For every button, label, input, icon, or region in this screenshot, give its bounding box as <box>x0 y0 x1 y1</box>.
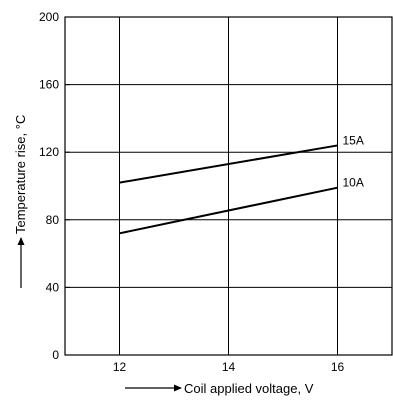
plot-frame <box>64 16 393 356</box>
x-tick-label-14: 14 <box>222 360 236 374</box>
y-axis-label: Temperature rise, °C <box>13 115 28 234</box>
y-tick-label-80: 80 <box>46 213 60 227</box>
y-tick-label-160: 160 <box>39 78 59 92</box>
series-layer: 15A 10A <box>119 133 364 235</box>
y-tick-label-0: 0 <box>52 348 59 362</box>
x-axis-label: Coil applied voltage, V <box>184 381 314 396</box>
grid-lines <box>65 16 392 356</box>
y-tick-label-40: 40 <box>46 280 60 294</box>
tick-labels: 0 40 80 120 160 200 12 14 16 <box>39 10 345 374</box>
y-tick-label-120: 120 <box>39 145 59 159</box>
y-tick-label-200: 200 <box>39 10 59 24</box>
series-line-10A <box>119 186 338 235</box>
series-line-15A <box>119 144 338 184</box>
series-label-15A: 15A <box>343 133 364 147</box>
series-label-10A: 10A <box>343 176 364 190</box>
x-tick-label-12: 12 <box>113 360 127 374</box>
x-tick-label-16: 16 <box>331 360 345 374</box>
